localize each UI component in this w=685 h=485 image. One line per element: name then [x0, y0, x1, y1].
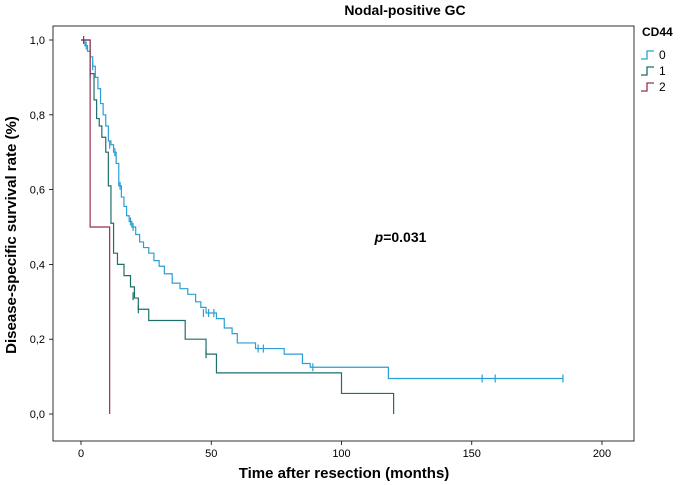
survival-curve-1	[81, 39, 395, 414]
legend: CD44 0 1 2	[641, 25, 673, 94]
legend-title: CD44	[642, 25, 673, 39]
survival-curve-2	[81, 39, 111, 414]
survival-curve-0	[81, 39, 563, 380]
x-tick-label: 50	[205, 448, 217, 460]
legend-label-1: 1	[659, 64, 666, 78]
legend-swatch-1	[641, 66, 654, 76]
y-tick-label: 0,2	[30, 334, 45, 346]
x-tick-label: 100	[332, 448, 350, 460]
legend-swatch-0	[641, 50, 654, 60]
series-0	[81, 39, 564, 383]
x-tick-label: 200	[593, 448, 611, 460]
y-tick-label: 0,4	[30, 259, 45, 271]
series-2	[81, 36, 111, 414]
p-value-prefix: p	[374, 229, 384, 245]
series-1	[81, 39, 395, 414]
plot-frame	[52, 25, 635, 442]
y-tick-label: 0,8	[30, 110, 45, 122]
y-axis-title: Disease-specific survival rate (%)	[3, 116, 20, 354]
chart-title: Nodal-positive GC	[344, 2, 465, 18]
y-axis: 0,0 0,2 0,4 0,6 0,8 1,0	[30, 35, 53, 421]
y-tick-label: 0,0	[30, 409, 45, 421]
x-axis: 0 50 100 150 200	[78, 441, 611, 460]
x-axis-title: Time after resection (months)	[239, 465, 450, 482]
legend-label-2: 2	[659, 80, 666, 94]
x-tick-label: 0	[78, 448, 84, 460]
legend-label-0: 0	[659, 48, 666, 62]
y-tick-label: 1,0	[30, 35, 45, 47]
x-tick-label: 150	[463, 448, 481, 460]
y-tick-label: 0,6	[30, 185, 45, 197]
p-value-annotation: p=0.031	[374, 229, 427, 245]
legend-swatch-2	[641, 82, 654, 92]
series-layer	[81, 36, 564, 414]
p-value-text: =0.031	[383, 229, 426, 245]
